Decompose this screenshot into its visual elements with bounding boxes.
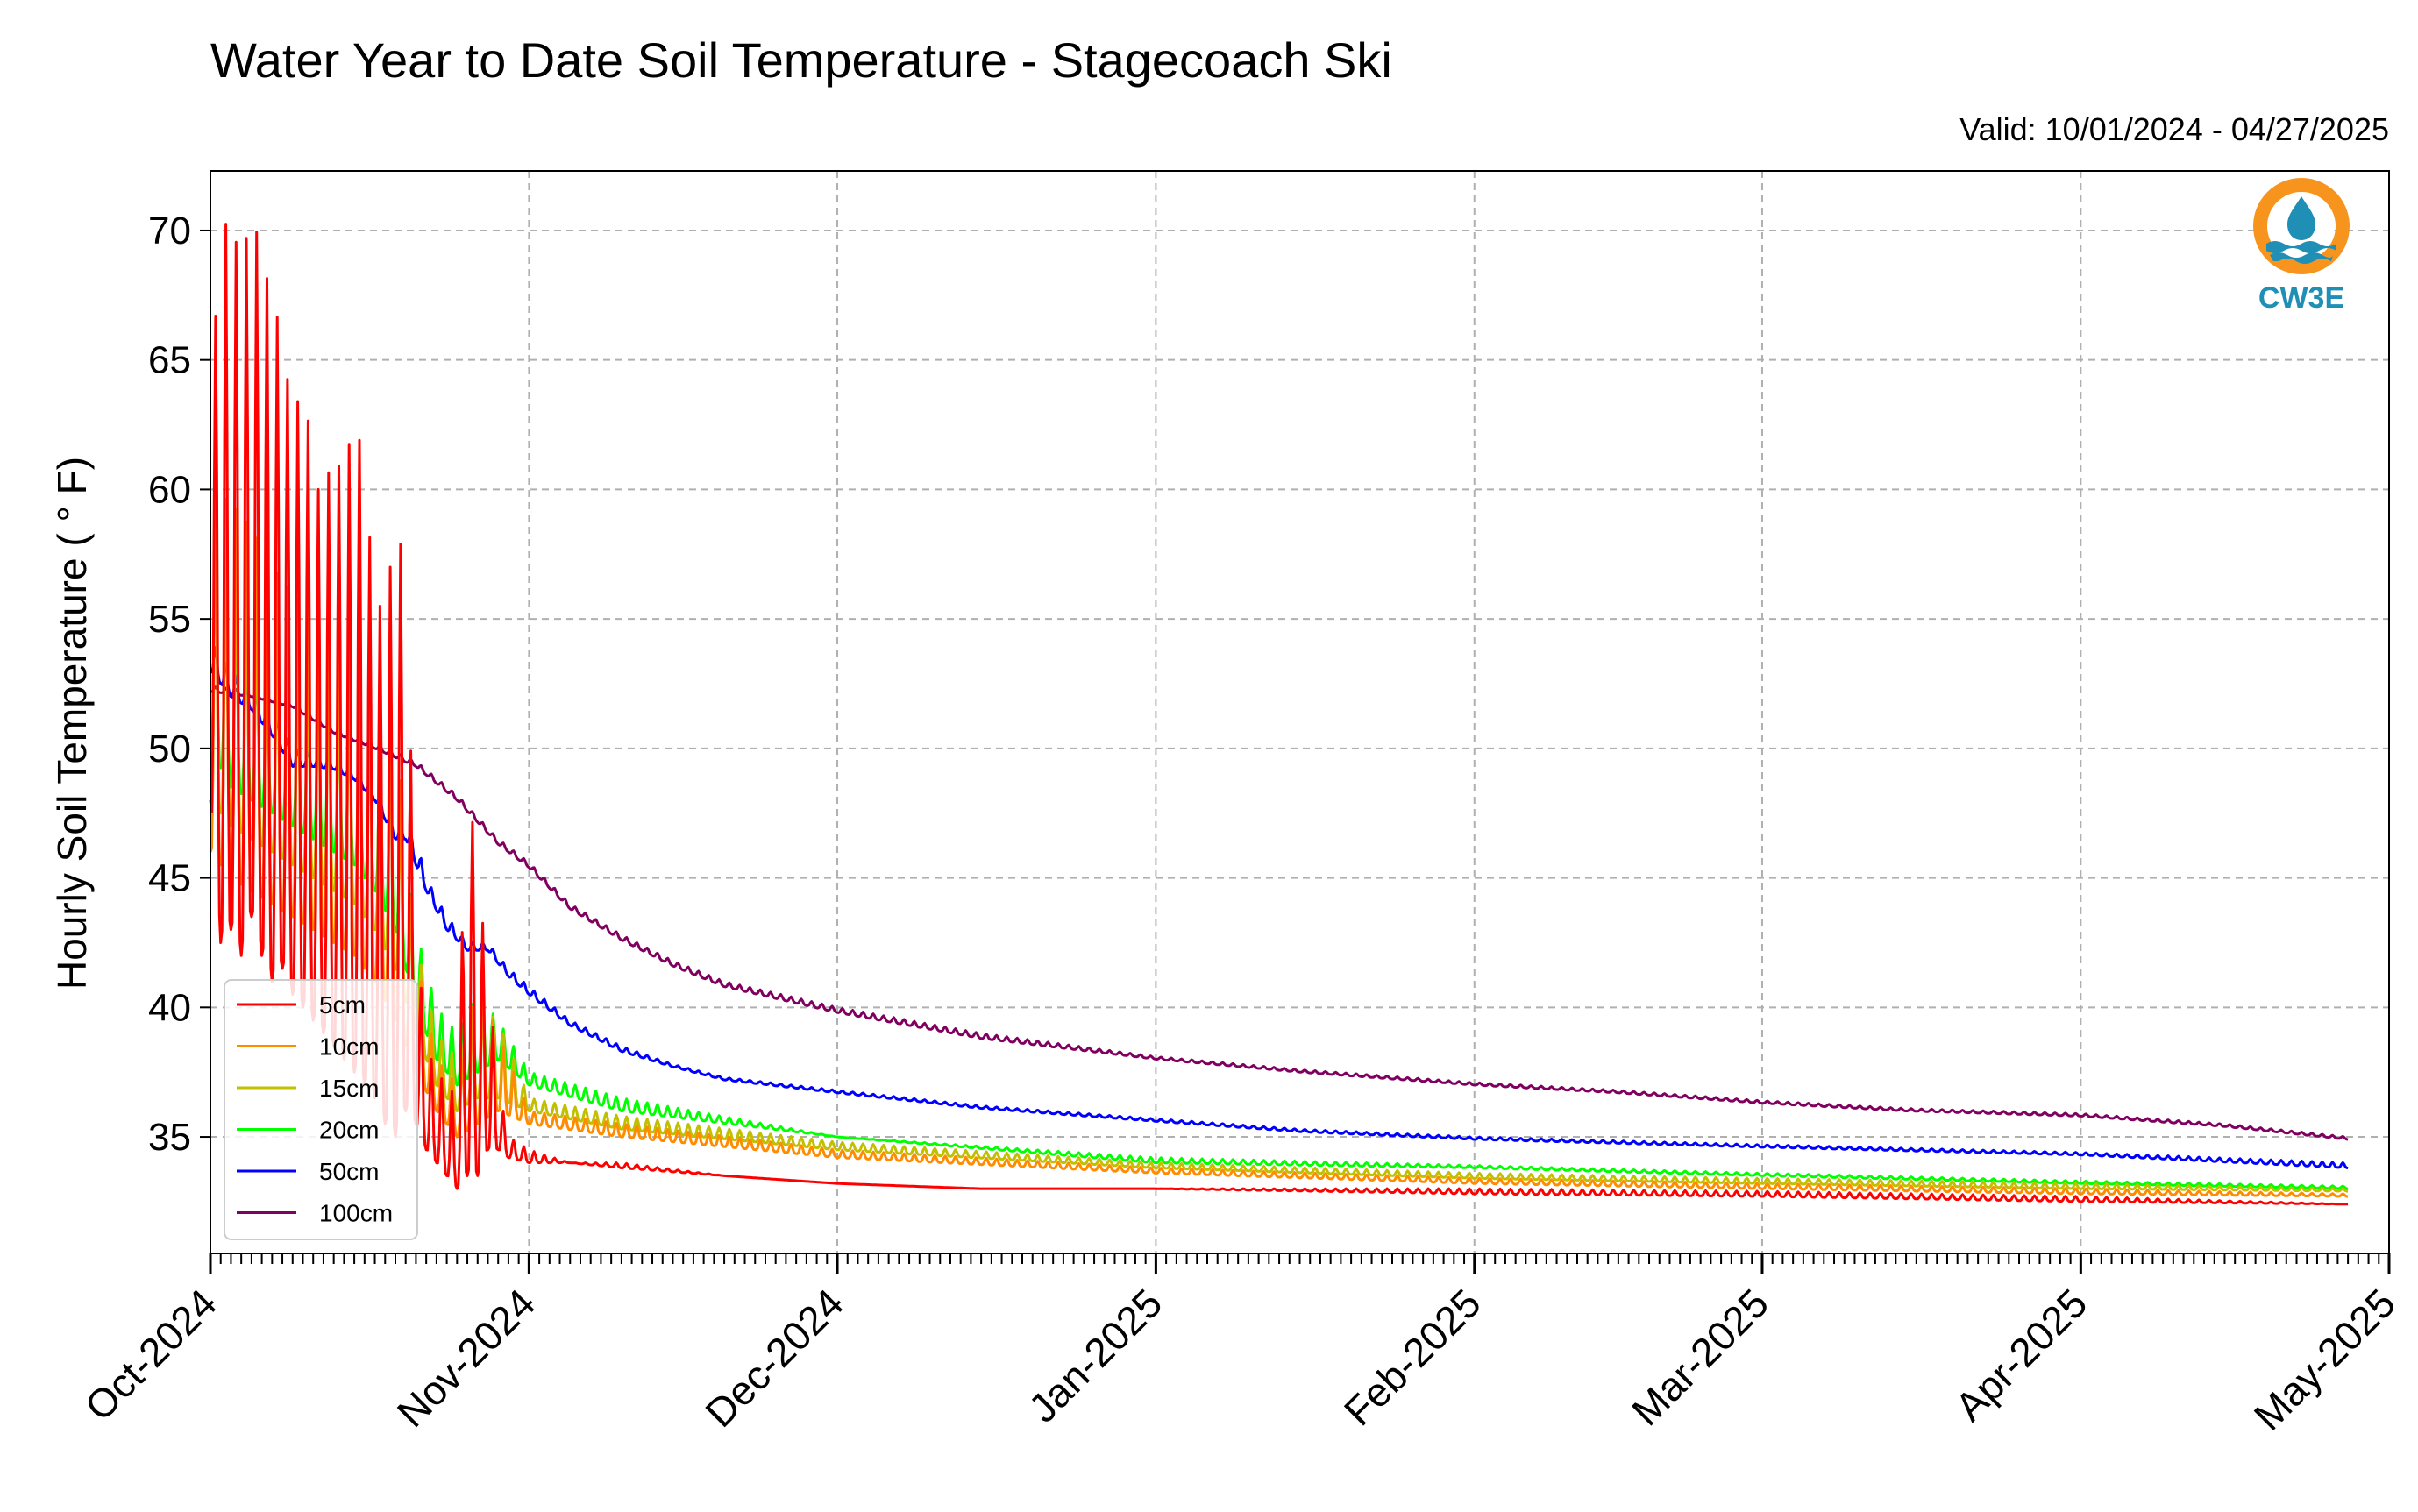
series-line-5cm — [209, 223, 2349, 1206]
legend-entry: 20cm — [319, 1117, 379, 1144]
y-tick-label: 50 — [148, 728, 191, 770]
x-tick-label: Apr-2025 — [1946, 1280, 2096, 1430]
y-tick-label: 60 — [148, 468, 191, 511]
water-drop-icon — [2287, 196, 2315, 240]
legend-entry: 50cm — [319, 1158, 379, 1185]
y-axis-label: Hourly Soil Temperature ( ° F) — [49, 457, 95, 990]
x-tick-label: May-2025 — [2245, 1280, 2404, 1438]
logo-text: CW3E — [2258, 281, 2344, 315]
chart-subtitle: Valid: 10/01/2024 - 04/27/2025 — [1959, 111, 2389, 147]
y-tick-label: 45 — [148, 857, 191, 900]
x-tick-label: Feb-2025 — [1335, 1280, 1490, 1434]
x-tick-label: Mar-2025 — [1623, 1280, 1777, 1434]
cw3e-logo: CW3E — [2253, 178, 2350, 315]
legend-entry: 10cm — [319, 1033, 379, 1061]
series-line-100cm — [210, 685, 2349, 1141]
y-tick-label: 35 — [148, 1116, 191, 1159]
series-line-50cm — [209, 646, 2349, 1169]
wave-icon — [2266, 241, 2336, 253]
series-layer — [209, 223, 2349, 1206]
grid-layer — [210, 171, 2390, 1253]
plot-frame — [210, 170, 2390, 1254]
x-tick-label: Jan-2025 — [1020, 1280, 1170, 1430]
series-line-20cm — [210, 556, 2349, 1190]
legend: 5cm 10cm 15cm 20cm 50cm 100cm — [224, 979, 418, 1240]
legend-entry: 100cm — [319, 1200, 393, 1227]
x-tick-label: Nov-2024 — [388, 1280, 544, 1436]
series-line-15cm — [209, 550, 2349, 1193]
logo-ring — [2253, 178, 2350, 274]
tick-layer: 35 40 45 50 55 60 65 70 Oct-2024 Nov-2024 Dec-2024… — [76, 209, 2405, 1439]
wave-icon-lower — [2270, 252, 2333, 264]
x-tick-label: Dec-2024 — [696, 1280, 852, 1436]
y-tick-label: 40 — [148, 986, 191, 1029]
y-tick-label: 55 — [148, 598, 191, 641]
chart-title: Water Year to Date Soil Temperature - St… — [210, 32, 1392, 88]
y-tick-label: 70 — [148, 209, 191, 252]
series-line-10cm — [209, 491, 2349, 1198]
legend-entry: 15cm — [319, 1075, 379, 1102]
x-tick-label: Oct-2024 — [76, 1280, 226, 1430]
legend-entry: 5cm — [319, 991, 366, 1019]
y-tick-label: 65 — [148, 339, 191, 382]
